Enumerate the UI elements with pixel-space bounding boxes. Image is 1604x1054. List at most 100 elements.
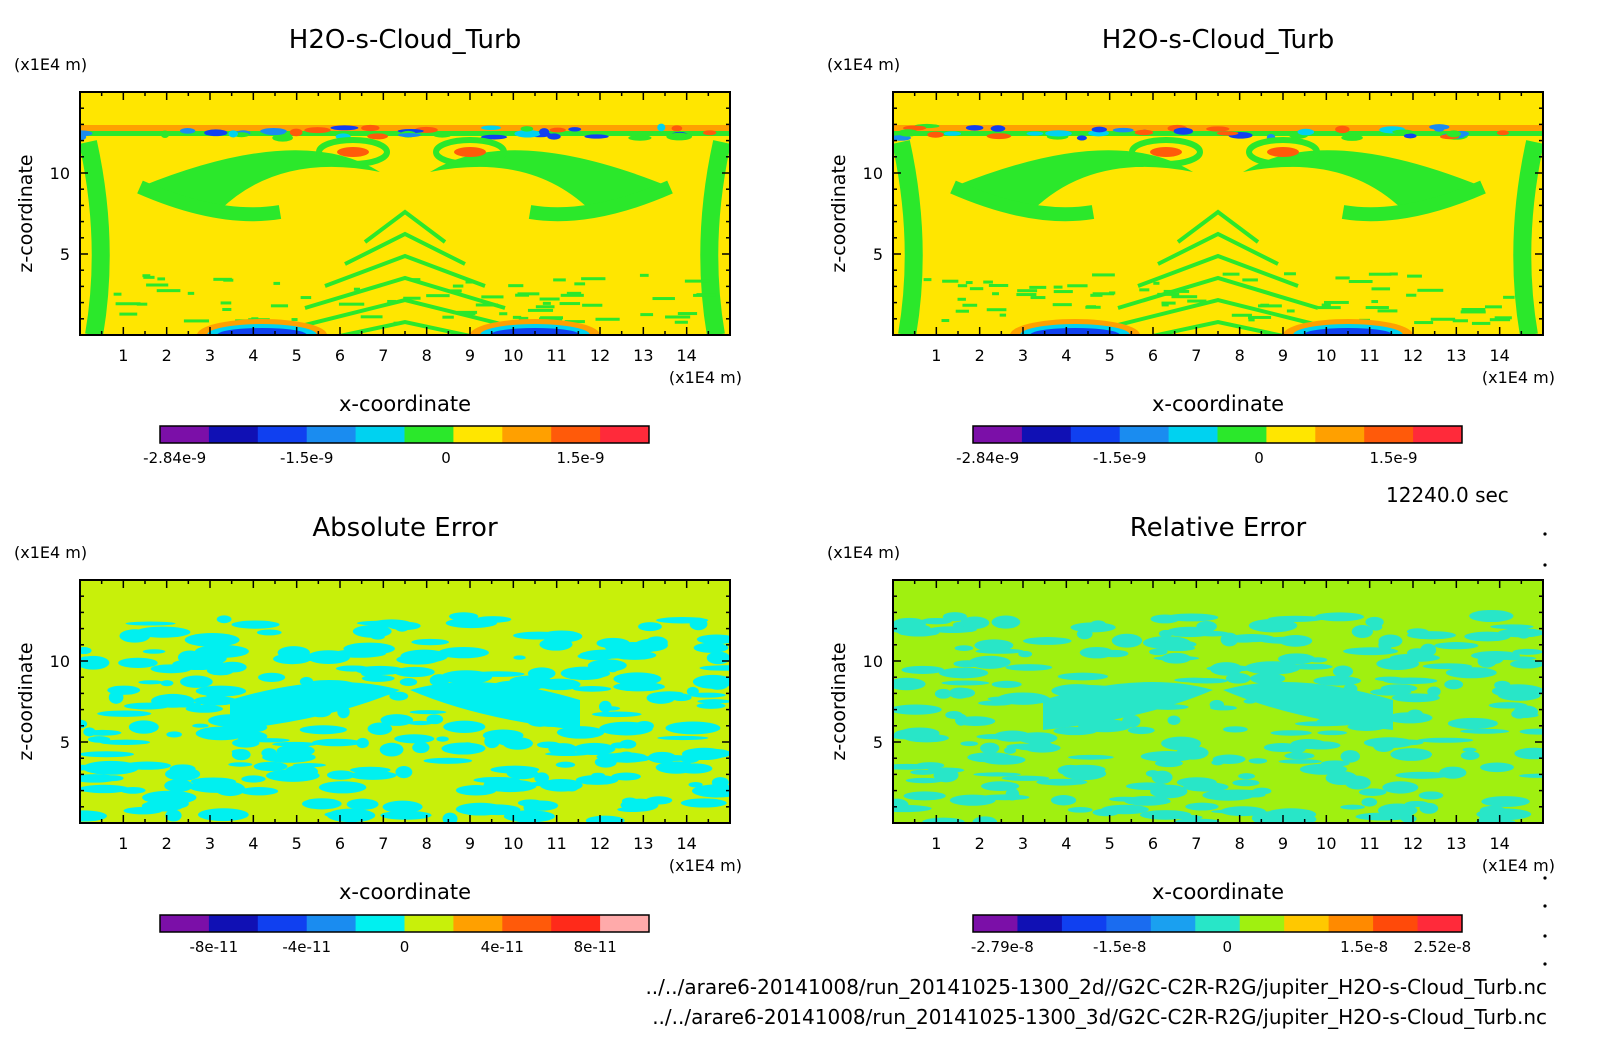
contour-strip	[700, 140, 730, 335]
colorbar-frame	[159, 914, 650, 933]
contour-arc	[140, 150, 380, 210]
x-tick-label: 4	[1061, 346, 1071, 365]
x-tick-label: 2	[975, 346, 985, 365]
contour-blob	[1460, 728, 1510, 734]
contour-blob	[699, 749, 730, 759]
contour-blob	[1518, 773, 1543, 778]
x-tick-label: 1	[118, 834, 128, 853]
y-tick-label: 10	[863, 652, 883, 671]
contour-dash	[1030, 296, 1046, 300]
contour-blob	[241, 775, 266, 783]
contour-arc	[230, 682, 400, 730]
contour-dash	[1092, 273, 1115, 277]
contour-blob	[1390, 748, 1433, 761]
contour-blob	[356, 737, 369, 749]
contour-blob	[1005, 788, 1020, 801]
contour-blob	[1325, 771, 1358, 785]
contour-blob	[108, 690, 124, 704]
contour-blob	[692, 674, 730, 689]
x-tick-label: 12	[590, 834, 610, 853]
contour-blob	[474, 616, 512, 623]
contour-arc	[217, 328, 307, 335]
contour-strip	[893, 140, 923, 335]
contour-dash	[338, 302, 365, 306]
y-unit-label: (x1E4 m)	[827, 55, 900, 74]
colorbar-swatch	[208, 915, 259, 932]
colorbar-tick-label: 8e-11	[574, 938, 617, 956]
contour-blob	[1418, 791, 1444, 800]
x-tick-label: 6	[335, 834, 345, 853]
contour-blob	[927, 767, 965, 773]
x-axis-label: x-coordinate	[1152, 392, 1284, 416]
x-tick-label: 4	[248, 346, 258, 365]
contour-blob	[1222, 726, 1248, 733]
contour-blob	[80, 130, 93, 137]
contour-blob	[1383, 677, 1438, 685]
contour-blob	[689, 617, 708, 631]
colorbar-swatch	[1239, 915, 1285, 932]
contour-dash	[574, 282, 586, 286]
y-axis-label: z-coordinate	[828, 642, 850, 760]
x-tick-label: 8	[1235, 346, 1245, 365]
contour-swirl	[433, 137, 507, 167]
contour-blob	[1351, 624, 1373, 639]
contour-blob	[123, 806, 163, 815]
contour-blob	[1174, 818, 1220, 823]
contour-blob	[330, 125, 359, 131]
contour-blob	[1494, 680, 1511, 690]
contour-blob	[80, 774, 118, 783]
x-tick-label: 12	[1403, 346, 1423, 365]
contour-blob	[1297, 128, 1315, 136]
contour-blob	[697, 699, 730, 704]
contour-blob	[1376, 657, 1420, 671]
contour-blob	[1417, 737, 1474, 743]
contour-blob	[657, 735, 709, 741]
x-tick-label: 11	[546, 346, 566, 365]
contour-field	[893, 609, 1543, 823]
contour-dash	[222, 307, 232, 311]
contour-blob	[1481, 796, 1530, 808]
contour-blob	[572, 685, 612, 692]
contour-blob	[706, 651, 730, 665]
x-tick-label: 2	[162, 834, 172, 853]
contour-arc	[1341, 180, 1486, 222]
x-tick-label: 14	[1489, 346, 1509, 365]
contour-blob	[1161, 652, 1191, 664]
contour-dash	[1371, 287, 1391, 291]
colorbar-swatch	[1150, 915, 1196, 932]
contour-blob	[206, 665, 235, 676]
contour-blob	[621, 797, 638, 805]
contour-blob	[352, 624, 392, 638]
contour-dash	[542, 301, 551, 305]
contour-swirl	[316, 137, 390, 167]
y-tick-label: 5	[873, 245, 883, 264]
contour-blob	[670, 693, 692, 702]
contour-blob	[1420, 643, 1437, 657]
colorbar-swatch	[1195, 915, 1241, 932]
contour-blob	[258, 672, 286, 682]
contour-blob	[1220, 806, 1266, 817]
contour-dash	[1407, 274, 1422, 278]
margin-dot	[1543, 934, 1547, 938]
contour-dash	[1494, 316, 1512, 320]
chart-panel-2: H2O-s-Cloud_Turb(x1E4 m)1 2 3 4 5 6 7 8 9 10 11 12 1…	[827, 25, 1555, 467]
contour-dash	[1053, 285, 1063, 289]
contour-blob	[1395, 771, 1449, 779]
contour-blob	[1263, 812, 1317, 823]
contour-blob	[1301, 741, 1341, 750]
contour-dash	[1153, 281, 1160, 285]
contour-blob	[1457, 719, 1483, 729]
contour-blob	[80, 655, 110, 670]
margin-dot	[1543, 904, 1547, 908]
colorbar-tick-label: 4e-11	[481, 938, 524, 956]
contour-dash	[665, 315, 691, 319]
contour-blob	[699, 665, 730, 671]
colorbar-swatch	[1373, 915, 1419, 932]
contour-blob	[304, 127, 331, 134]
contour-dash	[1461, 307, 1486, 311]
contour-chevron	[304, 275, 506, 310]
contour-blob	[1018, 650, 1033, 658]
y-axis-label: z-coordinate	[15, 642, 37, 760]
contour-blob	[1163, 640, 1197, 649]
contour-dash	[1452, 319, 1468, 323]
